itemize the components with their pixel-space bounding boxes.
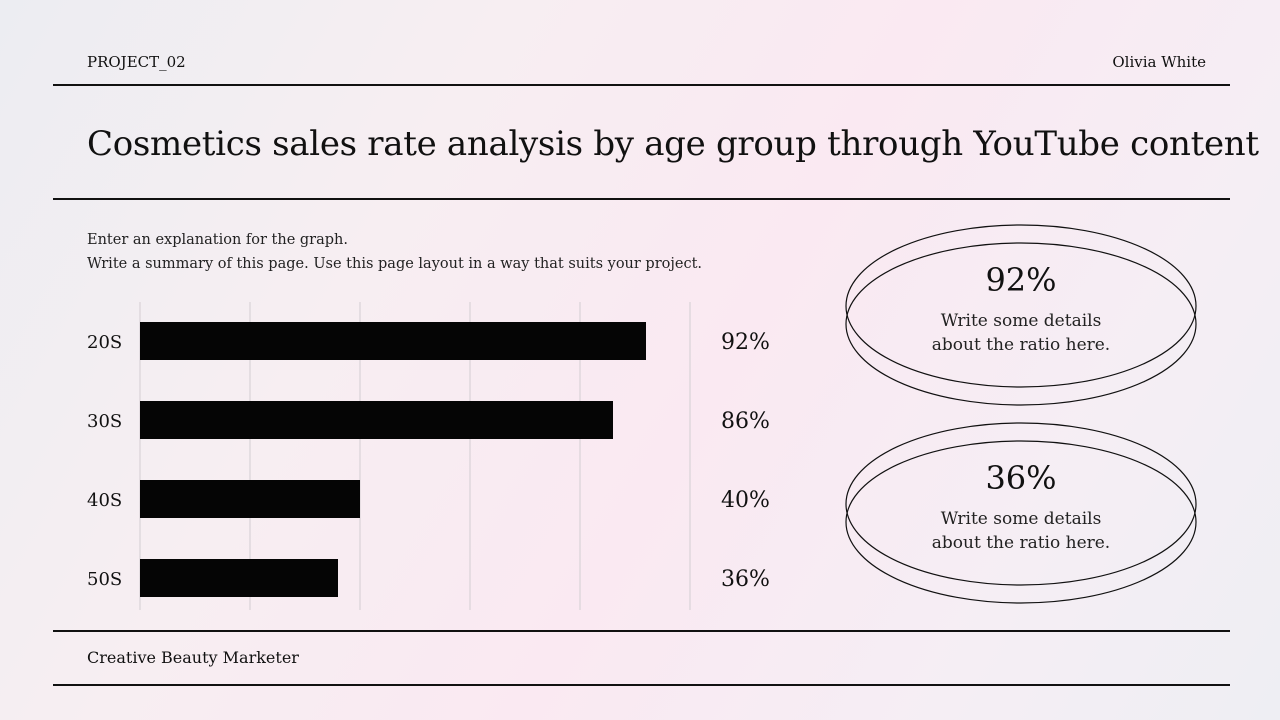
footer-bottom-divider (53, 684, 1230, 686)
page-title: Cosmetics sales rate analysis by age gro… (87, 124, 1259, 164)
highlight-details: Write some details about the ratio here. (842, 309, 1200, 357)
value-label: 92% (721, 330, 770, 355)
age-group-bar-chart: 20S 92% 30S 86% 40S 40% 50S 36% (87, 302, 770, 610)
bar-50s (140, 559, 338, 597)
highlight-detail-line: Write some details (940, 311, 1102, 331)
category-label: 40S (87, 490, 122, 511)
value-label: 40% (721, 488, 770, 513)
highlight-detail-line: Write some details (940, 509, 1102, 529)
double-ring-icon (845, 422, 1197, 604)
author-name: Olivia White (1112, 53, 1206, 71)
graph-explanation: Enter an explanation for the graph. (87, 232, 348, 248)
category-label: 20S (87, 332, 122, 353)
page-summary: Write a summary of this page. Use this p… (87, 256, 703, 272)
highlight-details: Write some details about the ratio here. (842, 507, 1200, 555)
header-divider (53, 84, 1230, 86)
value-label: 86% (721, 409, 770, 434)
category-label: 30S (87, 411, 122, 432)
highlight-value: 92% (985, 261, 1057, 299)
bar-40s (140, 480, 360, 518)
highlight-value: 36% (985, 459, 1057, 497)
bar-30s (140, 401, 613, 439)
highlight-card-1: 92% Write some details about the ratio h… (842, 221, 1200, 411)
footer-text: Creative Beauty Marketer (87, 648, 299, 667)
double-ring-icon (845, 224, 1197, 406)
highlight-detail-line: about the ratio here. (931, 533, 1111, 553)
category-label: 50S (87, 569, 122, 590)
bar-20s (140, 322, 646, 360)
value-label: 36% (721, 567, 770, 592)
footer-top-divider (53, 630, 1230, 632)
title-divider (53, 198, 1230, 200)
highlight-card-2: 36% Write some details about the ratio h… (842, 419, 1200, 609)
project-label: PROJECT_02 (87, 53, 186, 71)
highlight-detail-line: about the ratio here. (931, 335, 1111, 355)
